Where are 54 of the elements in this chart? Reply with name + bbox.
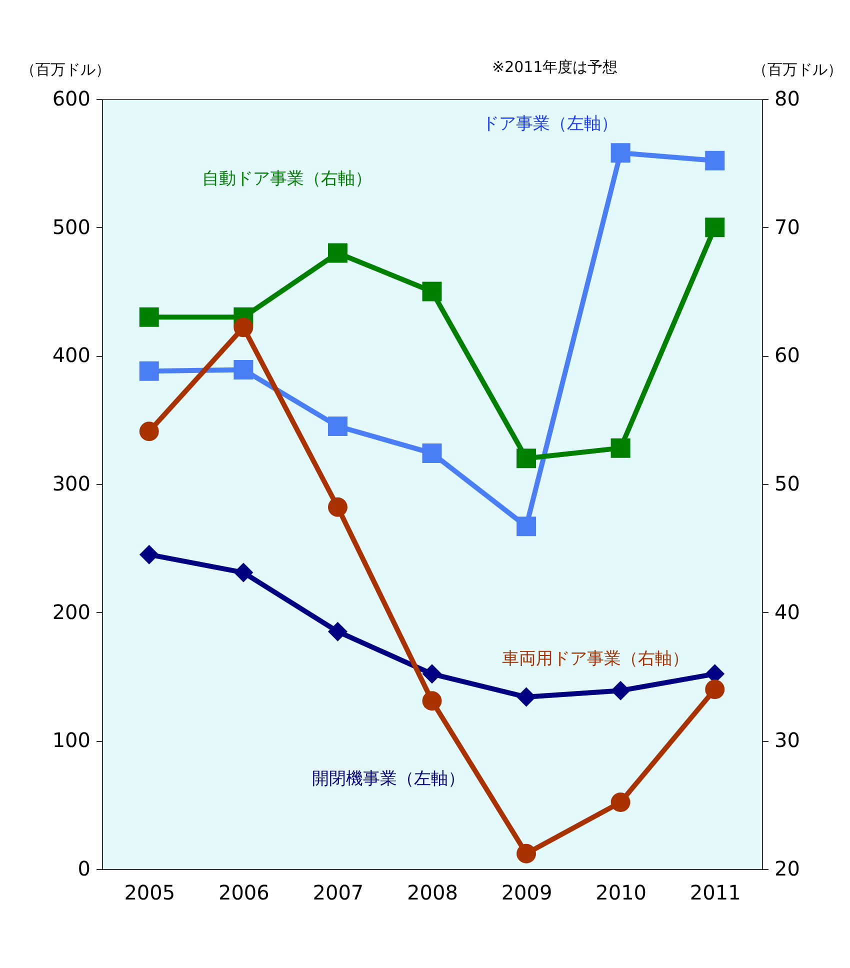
text: ※2011年度は予想 xyxy=(492,58,618,76)
y-tick-label: 400 xyxy=(52,343,90,368)
point xyxy=(328,243,348,263)
point xyxy=(234,562,254,582)
y-tick-label: 100 xyxy=(52,728,90,752)
point xyxy=(705,218,725,238)
point xyxy=(422,691,442,711)
point xyxy=(328,416,348,436)
point xyxy=(610,792,630,812)
point xyxy=(422,664,442,684)
y2-tick-label: 30 xyxy=(774,728,800,752)
y-tick-label: 600 xyxy=(52,86,90,110)
y2-axis-title: （百万ドル） xyxy=(752,60,842,78)
point xyxy=(139,361,159,381)
x-tick-label: 2011 xyxy=(690,880,741,904)
y2-tick-label: 20 xyxy=(774,856,800,880)
point xyxy=(610,143,630,163)
point xyxy=(328,622,348,642)
point xyxy=(234,360,254,380)
x-tick-label: 2010 xyxy=(596,880,647,904)
y2-tick-label: 40 xyxy=(774,600,800,624)
series-label: ドア事業（左軸） xyxy=(482,114,618,134)
text: 開閉機事業（左軸） xyxy=(312,769,465,789)
point xyxy=(234,318,254,338)
y2-tick-label: 60 xyxy=(774,343,800,368)
point xyxy=(139,544,159,564)
y-tick-label: 300 xyxy=(52,472,90,496)
y2-tick-label: 80 xyxy=(774,86,800,110)
point xyxy=(610,438,630,458)
y-tick-label: 500 xyxy=(52,214,90,239)
point xyxy=(516,687,536,707)
point xyxy=(328,497,348,517)
y-tick-label: 0 xyxy=(78,856,90,880)
point xyxy=(516,516,536,536)
x-tick-label: 2009 xyxy=(501,880,552,904)
y2-tick-label: 70 xyxy=(774,214,800,239)
point xyxy=(422,443,442,463)
x-tick-label: 2007 xyxy=(312,880,364,904)
point xyxy=(139,307,159,327)
point xyxy=(516,844,536,864)
point xyxy=(422,282,442,302)
y2-tick-label: 50 xyxy=(774,472,800,496)
y-tick-label: 200 xyxy=(52,600,90,624)
point xyxy=(705,680,725,700)
text: 自動ドア事業（右軸） xyxy=(202,169,372,189)
series-label: 車両用ドア事業（右軸） xyxy=(502,649,689,669)
point xyxy=(139,422,159,442)
point xyxy=(610,680,630,700)
x-tick-label: 2006 xyxy=(218,880,270,904)
point xyxy=(705,150,725,170)
point xyxy=(516,448,536,468)
x-tick-label: 2005 xyxy=(124,880,176,904)
x-tick-label: 2008 xyxy=(407,880,458,904)
y-axis-title: （百万ドル） xyxy=(20,60,110,78)
